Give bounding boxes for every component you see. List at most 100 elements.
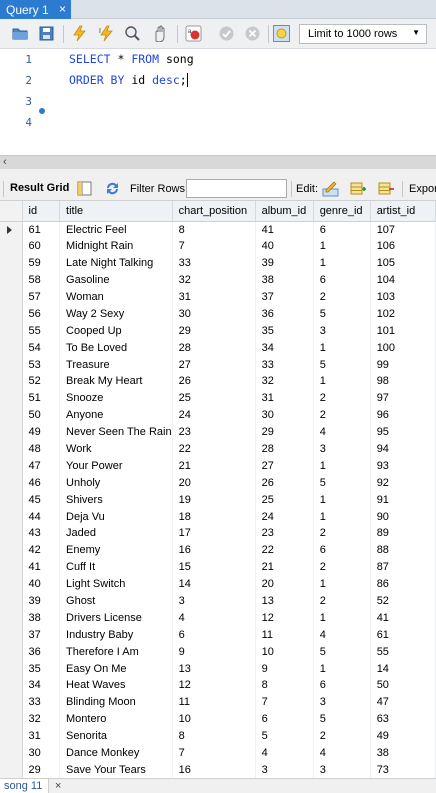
cell-album-id[interactable]: 25: [255, 491, 314, 509]
cell-album-id[interactable]: 9: [255, 660, 314, 678]
table-row[interactable]: 49 Never Seen The Rain 23 29 4 95: [0, 423, 436, 441]
row-selector[interactable]: [0, 626, 23, 644]
cell-album-id[interactable]: 5: [255, 727, 314, 745]
table-row[interactable]: 58 Gasoline 32 38 6 104: [0, 271, 436, 289]
cell-artist-id[interactable]: 94: [370, 440, 436, 458]
cell-id[interactable]: 47: [22, 457, 61, 475]
cell-artist-id[interactable]: 86: [370, 575, 436, 593]
cell-artist-id[interactable]: 95: [370, 423, 436, 441]
table-row[interactable]: 53 Treasure 27 33 5 99: [0, 356, 436, 374]
column-header-title[interactable]: title: [59, 201, 173, 222]
cell-artist-id[interactable]: 93: [370, 457, 436, 475]
row-selector[interactable]: [0, 491, 23, 509]
cell-genre-id[interactable]: 1: [313, 660, 371, 678]
cell-album-id[interactable]: 23: [255, 525, 314, 542]
cell-title[interactable]: Save Your Tears: [59, 761, 173, 778]
cell-title[interactable]: Electric Feel: [59, 221, 173, 238]
row-selector[interactable]: [0, 744, 23, 762]
cell-artist-id[interactable]: 102: [370, 305, 436, 323]
row-selector[interactable]: [0, 643, 23, 661]
cell-chart-position[interactable]: 8: [172, 221, 256, 238]
row-selector[interactable]: [0, 423, 23, 441]
table-row[interactable]: 40 Light Switch 14 20 1 86: [0, 575, 436, 593]
cell-album-id[interactable]: 8: [255, 677, 314, 694]
cell-title[interactable]: Senorita: [59, 727, 173, 745]
cell-title[interactable]: Industry Baby: [59, 626, 173, 644]
cell-chart-position[interactable]: 8: [172, 727, 256, 745]
cell-genre-id[interactable]: 5: [313, 305, 371, 323]
table-row[interactable]: 55 Cooped Up 29 35 3 101: [0, 322, 436, 340]
cell-id[interactable]: 30: [22, 744, 61, 762]
cell-genre-id[interactable]: 2: [313, 406, 371, 424]
table-row[interactable]: 52 Break My Heart 26 32 1 98: [0, 373, 436, 390]
cell-title[interactable]: Unholy: [59, 474, 173, 492]
cell-title[interactable]: Heat Waves: [59, 677, 173, 694]
cell-title[interactable]: Enemy: [59, 541, 173, 559]
table-row[interactable]: 36 Therefore I Am 9 10 5 55: [0, 643, 436, 661]
cell-title[interactable]: Break My Heart: [59, 373, 173, 390]
table-row[interactable]: 37 Industry Baby 6 11 4 61: [0, 626, 436, 644]
cell-genre-id[interactable]: 1: [313, 457, 371, 475]
cell-album-id[interactable]: 20: [255, 575, 314, 593]
cell-title[interactable]: Snooze: [59, 389, 173, 407]
result-grid[interactable]: id title chart_position album_id genre_i…: [0, 201, 436, 778]
cell-title[interactable]: Your Power: [59, 457, 173, 475]
rollback-icon[interactable]: [244, 25, 261, 42]
cell-chart-position[interactable]: 13: [172, 660, 256, 678]
cell-album-id[interactable]: 30: [255, 406, 314, 424]
cell-artist-id[interactable]: 100: [370, 339, 436, 357]
cell-artist-id[interactable]: 99: [370, 356, 436, 374]
cell-genre-id[interactable]: 6: [313, 221, 371, 238]
cell-chart-position[interactable]: 17: [172, 525, 256, 542]
cell-artist-id[interactable]: 96: [370, 406, 436, 424]
cell-genre-id[interactable]: 1: [313, 254, 371, 272]
table-row[interactable]: 38 Drivers License 4 12 1 41: [0, 609, 436, 627]
cell-artist-id[interactable]: 41: [370, 609, 436, 627]
cell-album-id[interactable]: 33: [255, 356, 314, 374]
cell-id[interactable]: 57: [22, 288, 61, 306]
cell-id[interactable]: 37: [22, 626, 61, 644]
cell-artist-id[interactable]: 55: [370, 643, 436, 661]
cell-title[interactable]: Late Night Talking: [59, 254, 173, 272]
cell-genre-id[interactable]: 2: [313, 727, 371, 745]
cell-genre-id[interactable]: 1: [313, 508, 371, 526]
limit-rows-select[interactable]: Limit to 1000 rows ▼: [299, 24, 427, 44]
cell-chart-position[interactable]: 23: [172, 423, 256, 441]
cell-title[interactable]: Ghost: [59, 592, 173, 610]
row-selector[interactable]: [0, 677, 23, 694]
row-selector[interactable]: [0, 710, 23, 728]
cell-album-id[interactable]: 6: [255, 710, 314, 728]
save-icon[interactable]: [38, 25, 55, 42]
cell-album-id[interactable]: 13: [255, 592, 314, 610]
cell-title[interactable]: Cooped Up: [59, 322, 173, 340]
cell-id[interactable]: 34: [22, 677, 61, 694]
table-row[interactable]: 32 Montero 10 6 5 63: [0, 710, 436, 728]
cell-title[interactable]: Midnight Rain: [59, 237, 173, 255]
cell-chart-position[interactable]: 16: [172, 761, 256, 778]
table-row[interactable]: 33 Blinding Moon 11 7 3 47: [0, 693, 436, 711]
cell-title[interactable]: Way 2 Sexy: [59, 305, 173, 323]
cell-artist-id[interactable]: 88: [370, 541, 436, 559]
cell-id[interactable]: 54: [22, 339, 61, 357]
cell-title[interactable]: Never Seen The Rain: [59, 423, 173, 441]
table-row[interactable]: 42 Enemy 16 22 6 88: [0, 541, 436, 559]
cell-genre-id[interactable]: 3: [313, 440, 371, 458]
cell-id[interactable]: 31: [22, 727, 61, 745]
cell-artist-id[interactable]: 50: [370, 677, 436, 694]
cell-chart-position[interactable]: 4: [172, 609, 256, 627]
cell-chart-position[interactable]: 28: [172, 339, 256, 357]
table-row[interactable]: 35 Easy On Me 13 9 1 14: [0, 660, 436, 678]
row-selector[interactable]: [0, 305, 23, 323]
cell-id[interactable]: 52: [22, 373, 61, 390]
row-selector[interactable]: [0, 288, 23, 306]
cell-chart-position[interactable]: 29: [172, 322, 256, 340]
cell-genre-id[interactable]: 5: [313, 643, 371, 661]
cell-title[interactable]: Shivers: [59, 491, 173, 509]
cell-album-id[interactable]: 38: [255, 271, 314, 289]
table-row[interactable]: 34 Heat Waves 12 8 6 50: [0, 677, 436, 694]
cell-album-id[interactable]: 22: [255, 541, 314, 559]
cell-artist-id[interactable]: 104: [370, 271, 436, 289]
table-row[interactable]: 54 To Be Loved 28 34 1 100: [0, 339, 436, 357]
cell-title[interactable]: Woman: [59, 288, 173, 306]
cell-id[interactable]: 43: [22, 525, 61, 542]
